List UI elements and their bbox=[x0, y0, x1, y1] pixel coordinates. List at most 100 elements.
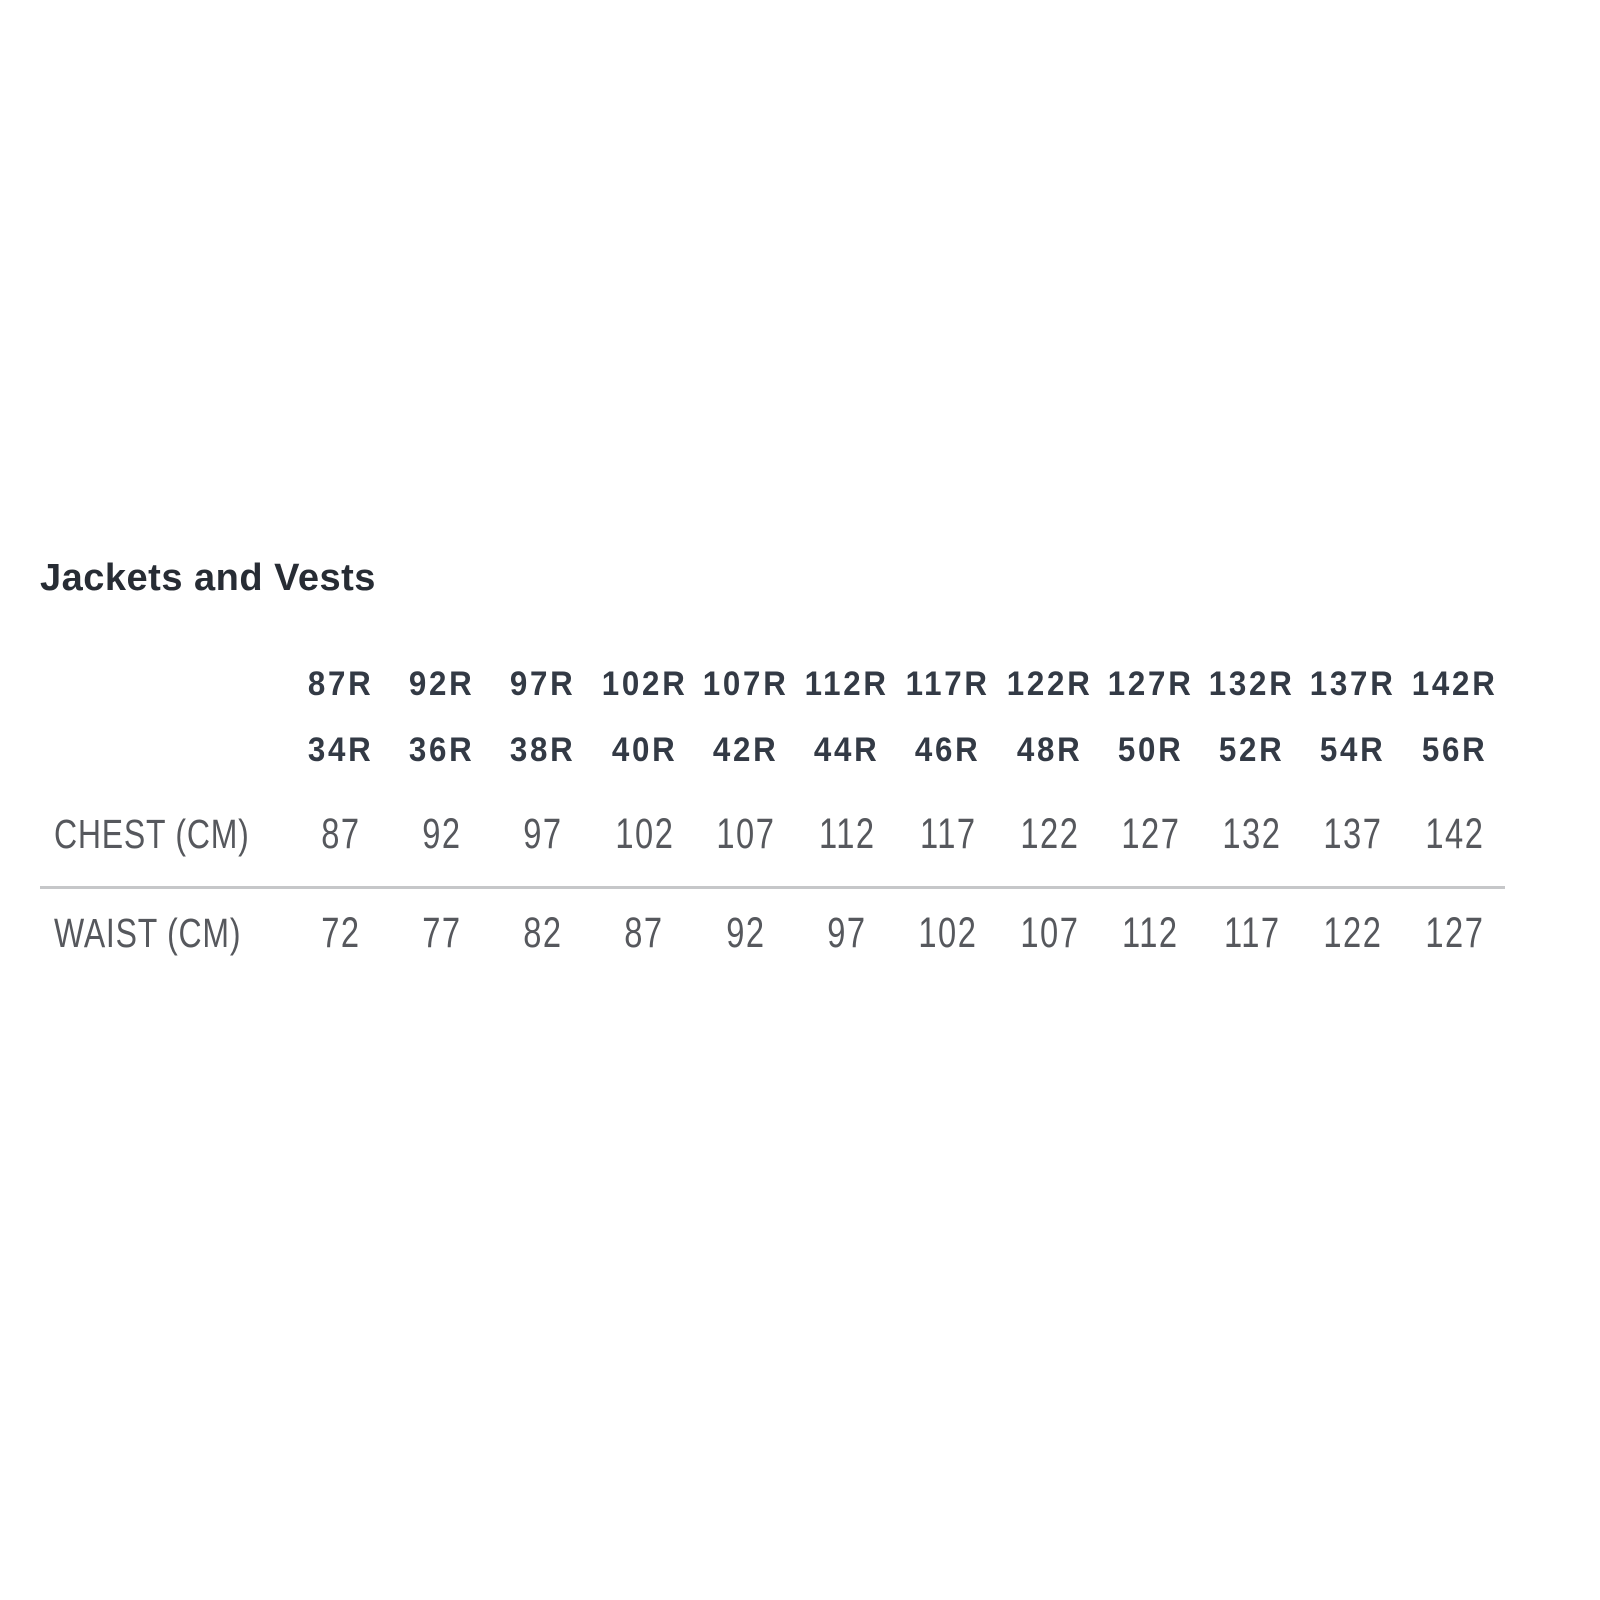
waist-value: 122 bbox=[1323, 908, 1383, 957]
measurement-cell: 72 bbox=[290, 888, 391, 978]
size-code: 44R bbox=[814, 730, 880, 769]
measurement-cell: 122 bbox=[1303, 888, 1404, 978]
waist-value: 77 bbox=[422, 908, 462, 957]
size-code-cell: 127R bbox=[1100, 650, 1201, 718]
size-code-cell: 102R bbox=[594, 650, 695, 718]
size-code-cell: 40R bbox=[594, 718, 695, 782]
size-code: 52R bbox=[1219, 730, 1285, 769]
measurement-cell: 77 bbox=[391, 888, 492, 978]
size-code-cell: 142R bbox=[1404, 650, 1505, 718]
size-code-cell: 42R bbox=[695, 718, 796, 782]
measurement-cell: 102 bbox=[898, 888, 999, 978]
waist-measurement-row: WAIST (CM) 72 77 82 87 92 97 102 107 112… bbox=[40, 888, 1505, 978]
size-chart-title: Jackets and Vests bbox=[40, 557, 376, 599]
waist-row-label: WAIST (CM) bbox=[54, 909, 242, 956]
size-code: 34R bbox=[307, 730, 374, 769]
size-code: 56R bbox=[1421, 730, 1488, 769]
measurement-cell: 97 bbox=[492, 782, 594, 889]
size-code: 107R bbox=[702, 664, 789, 703]
size-code-row-secondary: 34R 36R 38R 40R 42R 44R 46R 48R 50R 52R … bbox=[40, 718, 1505, 782]
chest-value: 112 bbox=[818, 809, 876, 858]
chest-value: 127 bbox=[1121, 809, 1181, 858]
size-code-cell: 38R bbox=[493, 718, 594, 782]
size-code: 46R bbox=[915, 730, 981, 769]
chest-measurement-row: CHEST (CM) 87 92 97 102 107 112 117 122 … bbox=[40, 782, 1505, 889]
chest-value: 137 bbox=[1323, 809, 1383, 858]
size-code-cell: 36R bbox=[391, 718, 492, 782]
row-label-cell: CHEST (CM) bbox=[40, 782, 290, 889]
size-code-cell: 50R bbox=[1100, 718, 1201, 782]
size-code-cell: 56R bbox=[1404, 718, 1505, 782]
size-code-cell: 54R bbox=[1303, 718, 1404, 782]
size-code: 36R bbox=[409, 730, 475, 769]
size-code: 38R bbox=[510, 730, 576, 769]
size-code-cell: 52R bbox=[1201, 718, 1302, 782]
chest-value: 132 bbox=[1222, 809, 1282, 858]
size-code-cell: 97R bbox=[493, 650, 594, 718]
waist-value: 117 bbox=[1223, 908, 1281, 957]
size-code: 97R bbox=[510, 664, 576, 703]
size-code-cell: 107R bbox=[695, 650, 796, 718]
size-code-cell: 137R bbox=[1303, 650, 1404, 718]
size-code: 50R bbox=[1117, 730, 1184, 769]
size-code: 132R bbox=[1208, 664, 1295, 703]
waist-value: 112 bbox=[1122, 908, 1179, 957]
chest-row-label: CHEST (CM) bbox=[54, 810, 250, 857]
size-code: 137R bbox=[1310, 664, 1397, 703]
measurement-cell: 127 bbox=[1100, 782, 1202, 889]
measurement-cell: 102 bbox=[593, 782, 695, 889]
waist-value: 82 bbox=[523, 908, 563, 957]
size-code-cell: 112R bbox=[796, 650, 897, 718]
size-code-cell: 132R bbox=[1201, 650, 1302, 718]
chest-value: 92 bbox=[422, 809, 462, 858]
waist-value: 92 bbox=[725, 908, 766, 957]
measurement-cell: 142 bbox=[1403, 782, 1505, 889]
measurement-cell: 117 bbox=[1201, 888, 1302, 978]
size-code-cell: 117R bbox=[898, 650, 999, 718]
row-label-cell: WAIST (CM) bbox=[40, 888, 290, 978]
measurement-cell: 87 bbox=[594, 888, 695, 978]
measurement-cell: 97 bbox=[796, 888, 897, 978]
size-code: 40R bbox=[611, 730, 678, 769]
corner-cell bbox=[40, 650, 290, 718]
size-code: 87R bbox=[307, 664, 374, 703]
measurement-cell: 117 bbox=[897, 782, 999, 889]
waist-value: 102 bbox=[918, 908, 978, 957]
size-code-row-primary: 87R 92R 97R 102R 107R 112R 117R 122R 127… bbox=[40, 650, 1505, 718]
size-code-cell: 92R bbox=[391, 650, 492, 718]
measurement-cell: 112 bbox=[796, 782, 898, 889]
size-code: 142R bbox=[1411, 664, 1498, 703]
corner-cell bbox=[40, 718, 290, 782]
measurement-cell: 137 bbox=[1302, 782, 1404, 889]
size-code: 92R bbox=[409, 664, 475, 703]
chest-value: 122 bbox=[1019, 809, 1079, 858]
measurement-cell: 107 bbox=[695, 782, 797, 889]
measurement-cell: 92 bbox=[391, 782, 493, 889]
size-code-cell: 34R bbox=[290, 718, 391, 782]
size-code: 127R bbox=[1107, 664, 1194, 703]
measurement-cell: 92 bbox=[695, 888, 796, 978]
size-code: 112R bbox=[804, 664, 889, 703]
measurement-cell: 82 bbox=[493, 888, 594, 978]
size-code-cell: 48R bbox=[999, 718, 1100, 782]
size-code: 122R bbox=[1006, 664, 1093, 703]
measurement-cell: 107 bbox=[999, 888, 1100, 978]
chest-value: 107 bbox=[716, 809, 776, 858]
measurement-cell: 122 bbox=[998, 782, 1100, 889]
waist-value: 87 bbox=[624, 908, 665, 957]
chest-value: 97 bbox=[523, 809, 563, 858]
size-code-cell: 44R bbox=[796, 718, 897, 782]
measurement-cell: 112 bbox=[1100, 888, 1201, 978]
measurement-cell: 132 bbox=[1201, 782, 1303, 889]
size-code: 48R bbox=[1016, 730, 1083, 769]
size-code: 42R bbox=[712, 730, 779, 769]
waist-value: 107 bbox=[1019, 908, 1079, 957]
waist-value: 97 bbox=[827, 908, 867, 957]
chest-value: 117 bbox=[919, 809, 977, 858]
chest-value: 102 bbox=[614, 809, 674, 858]
size-code: 117R bbox=[906, 664, 991, 703]
chest-value: 87 bbox=[320, 809, 361, 858]
size-code-cell: 46R bbox=[898, 718, 999, 782]
size-code: 102R bbox=[601, 664, 688, 703]
